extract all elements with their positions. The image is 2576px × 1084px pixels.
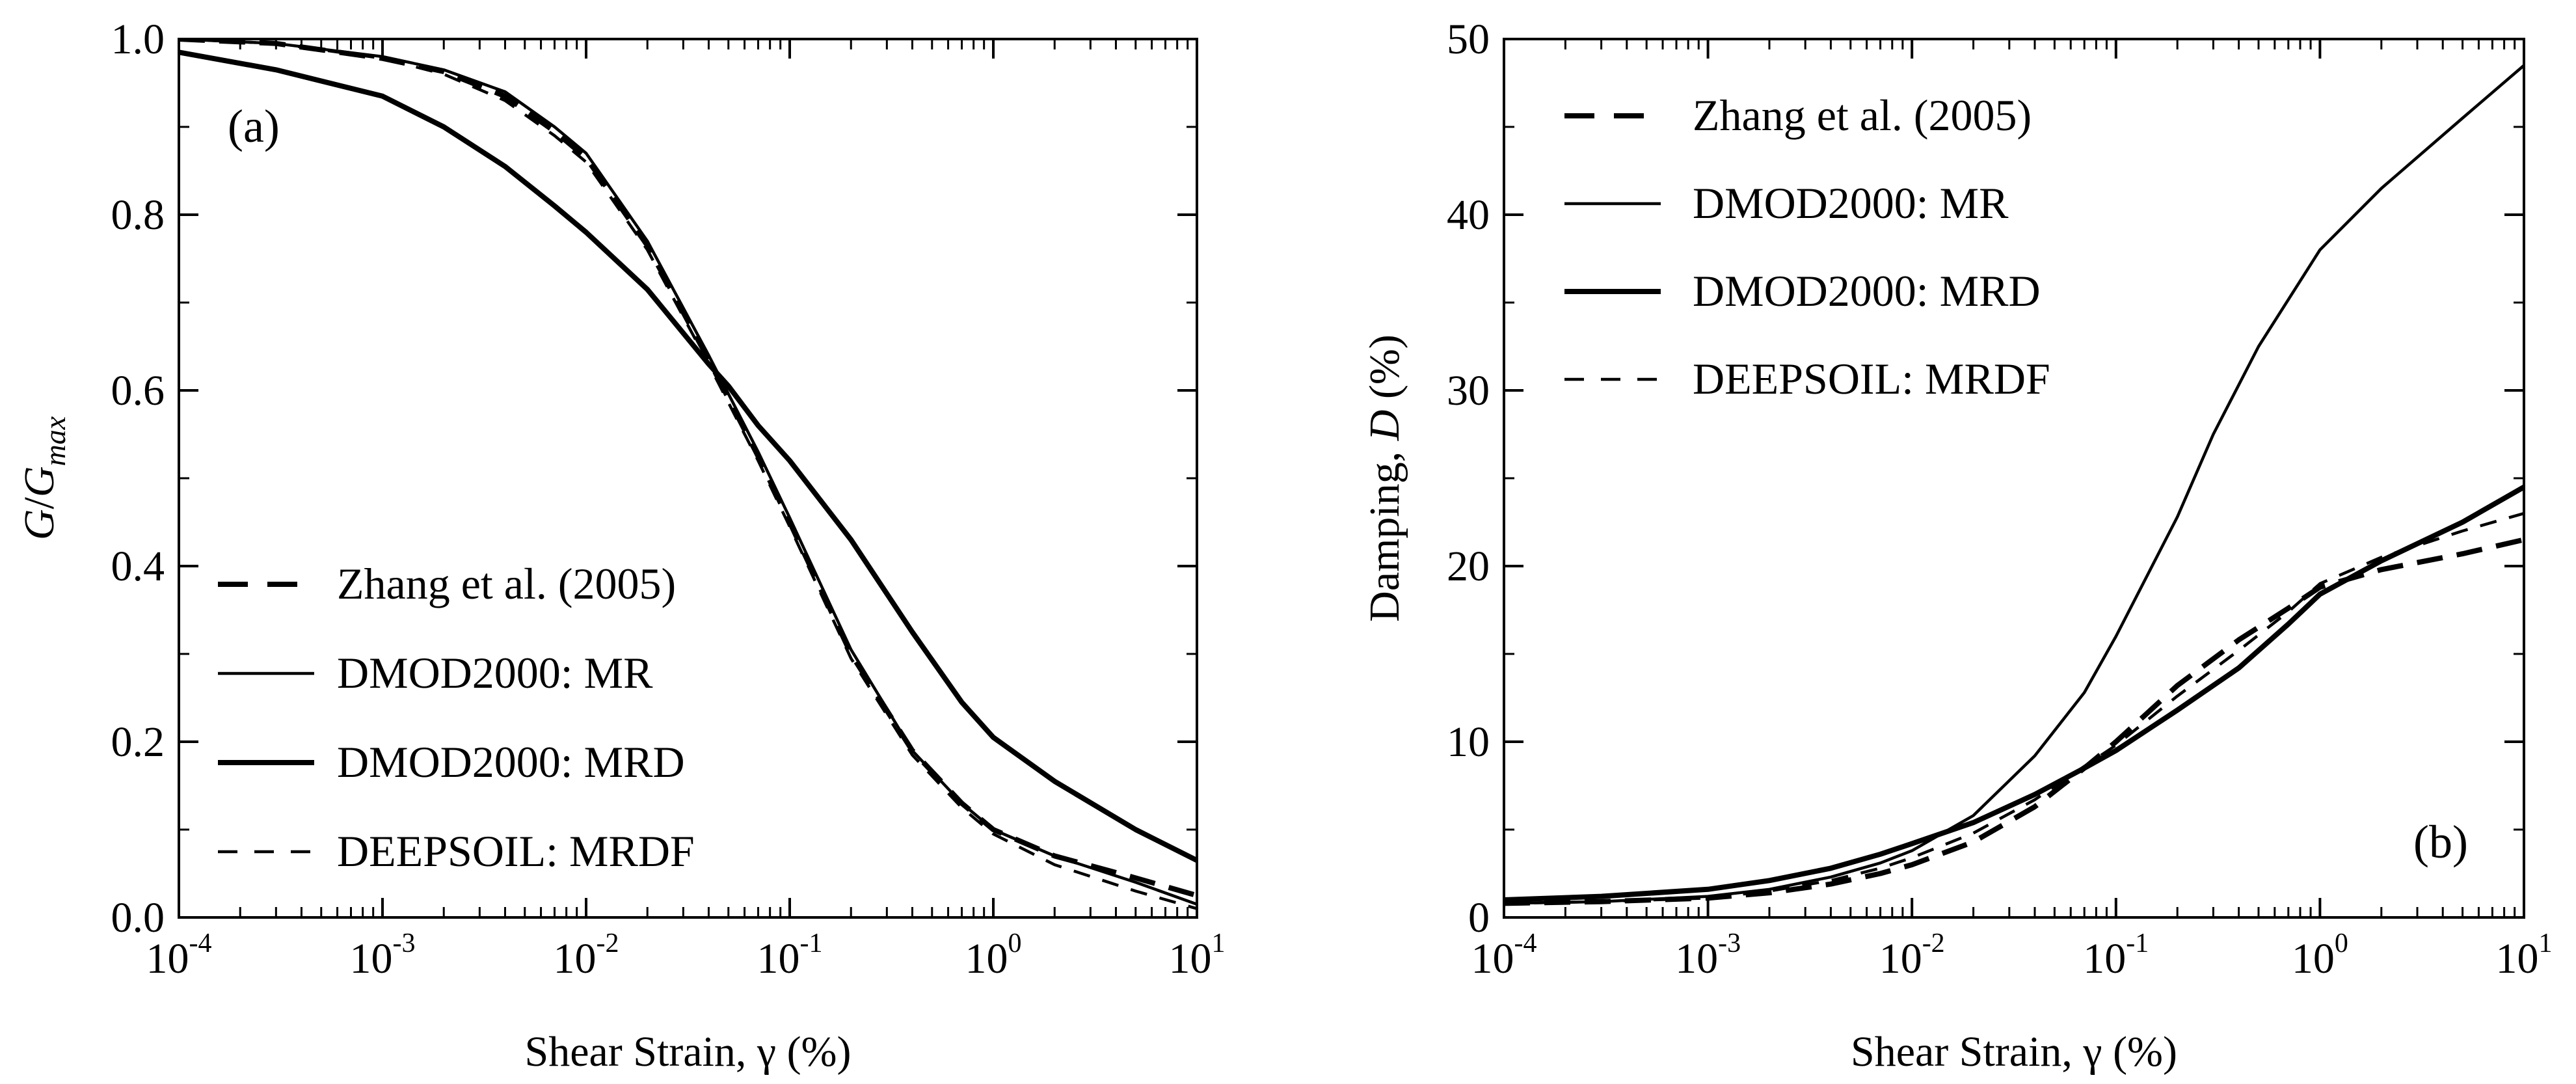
y-tick-label: 0.8 bbox=[111, 191, 165, 239]
panel-label: (b) bbox=[2413, 816, 2468, 868]
panel-a-chart: 10-4 10-3 10-2 10-1 100 101 0.0 0.2 0.4 0.6 0.8 1.0… bbox=[16, 16, 1226, 1076]
plot-frame bbox=[178, 38, 1198, 919]
legend-label: Zhang et al. (2005) bbox=[1693, 90, 2032, 140]
x-tick-label: 10-4 bbox=[146, 928, 212, 982]
x-tick-label: 10-2 bbox=[554, 928, 619, 982]
x-axis-title: Shear Strain, γ (%) bbox=[524, 1028, 851, 1076]
x-tick-label: 10-1 bbox=[2083, 928, 2149, 982]
y-tick-label: 0.4 bbox=[111, 543, 165, 590]
plot-frame bbox=[1503, 38, 2525, 919]
y-tick-label: 0.0 bbox=[111, 894, 165, 942]
y-tick-label: 1.0 bbox=[111, 16, 165, 63]
legend-label: Zhang et al. (2005) bbox=[337, 559, 676, 608]
y-tick-label: 30 bbox=[1447, 367, 1490, 414]
y-axis-title: Damping, D (%) bbox=[1361, 334, 1408, 622]
legend-label: DEEPSOIL: MRDF bbox=[337, 826, 695, 876]
series-line-b-1 bbox=[1504, 64, 2524, 905]
x-tick-label: 101 bbox=[1169, 928, 1226, 982]
legend-label: DMOD2000: MR bbox=[337, 648, 653, 698]
y-tick-label: 40 bbox=[1447, 191, 1490, 239]
series-line-b-0 bbox=[1504, 537, 2524, 906]
x-tick-label: 10-1 bbox=[757, 928, 823, 982]
legend-label: DMOD2000: MRD bbox=[337, 737, 685, 787]
series-line-b-2 bbox=[1504, 485, 2524, 902]
panel-label: (a) bbox=[228, 100, 280, 152]
series-line-a-0 bbox=[179, 39, 1197, 899]
x-tick-label: 100 bbox=[965, 928, 1022, 982]
x-tick-label: 100 bbox=[2292, 928, 2348, 982]
series-line-b-3 bbox=[1504, 511, 2524, 905]
x-axis-title: Shear Strain, γ (%) bbox=[1851, 1028, 2177, 1076]
y-tick-label: 0 bbox=[1468, 894, 1490, 942]
y-tick-label: 0.2 bbox=[111, 718, 165, 766]
series-line-a-1 bbox=[179, 39, 1197, 906]
series-line-a-2 bbox=[179, 49, 1197, 863]
legend-label: DEEPSOIL: MRDF bbox=[1693, 354, 2050, 403]
y-tick-label: 10 bbox=[1447, 718, 1490, 766]
x-tick-label: 10-2 bbox=[1879, 928, 1945, 982]
legend-label: DMOD2000: MRD bbox=[1693, 266, 2041, 316]
y-tick-label: 20 bbox=[1447, 543, 1490, 590]
x-tick-label: 10-3 bbox=[350, 928, 416, 982]
x-tick-label: 10-3 bbox=[1675, 928, 1741, 982]
y-tick-label: 0.6 bbox=[111, 367, 165, 414]
legend-label: DMOD2000: MR bbox=[1693, 178, 2009, 228]
series-line-a-3 bbox=[179, 39, 1197, 910]
x-tick-label: 10-4 bbox=[1471, 928, 1537, 982]
x-tick-label: 101 bbox=[2496, 928, 2553, 982]
y-axis-title: G/Gmax bbox=[16, 416, 72, 540]
y-tick-label: 50 bbox=[1447, 16, 1490, 63]
